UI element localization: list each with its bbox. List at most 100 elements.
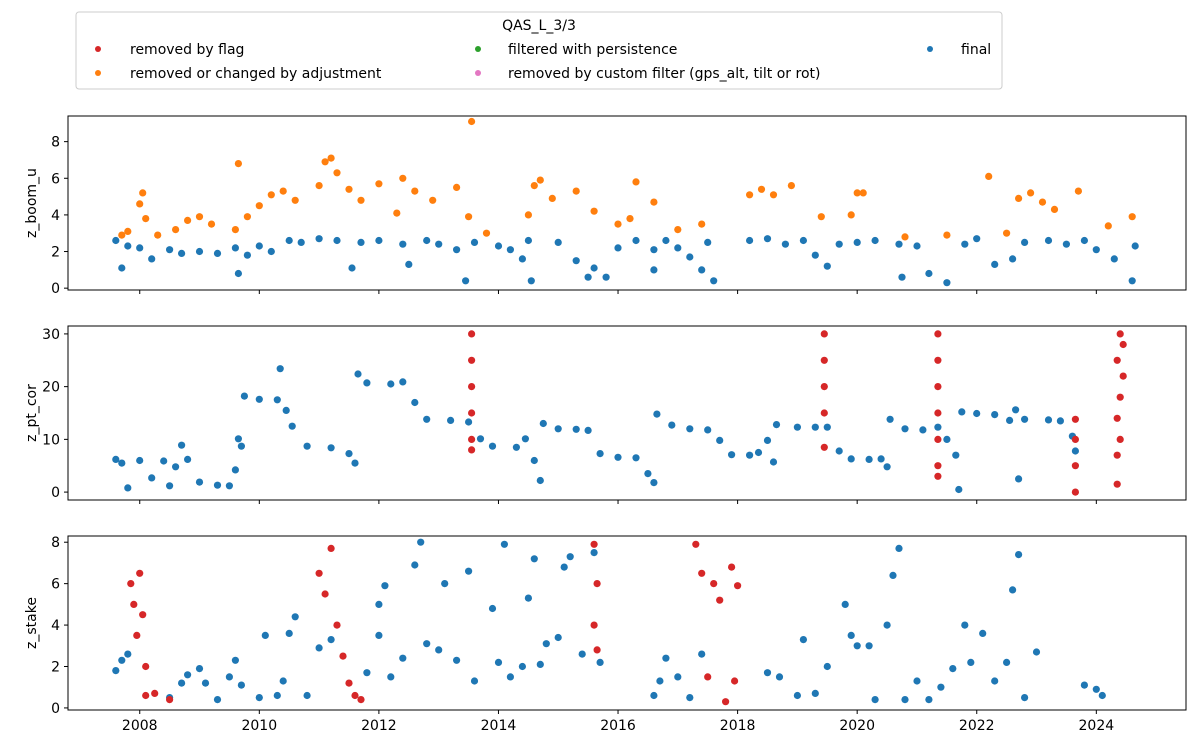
data-point <box>650 266 658 274</box>
data-point <box>1003 229 1011 237</box>
data-point <box>871 236 879 245</box>
data-point <box>184 671 192 679</box>
y-axis-label: z_boom_u <box>24 168 40 238</box>
data-point <box>255 202 263 210</box>
data-point <box>973 409 981 418</box>
data-point <box>124 242 132 250</box>
data-point <box>273 396 281 404</box>
legend-marker-removed-by-custom-filter <box>475 70 481 76</box>
data-point <box>853 642 861 650</box>
data-point <box>321 590 329 598</box>
data-point <box>453 183 461 191</box>
data-point <box>399 654 407 662</box>
data-point <box>148 474 156 482</box>
data-point <box>763 436 772 444</box>
data-point <box>698 650 706 658</box>
data-point <box>291 196 299 204</box>
data-point <box>327 444 335 452</box>
data-point <box>769 458 778 466</box>
data-point <box>811 689 819 698</box>
data-point <box>470 238 479 246</box>
data-point <box>276 365 284 373</box>
data-point <box>1021 415 1029 423</box>
data-point <box>468 330 476 338</box>
data-point <box>423 640 431 648</box>
y-tick-label: 2 <box>51 245 60 261</box>
data-point <box>172 226 180 234</box>
data-point <box>1116 393 1124 401</box>
data-point <box>901 696 909 704</box>
data-point <box>435 240 443 248</box>
y-tick-label: 4 <box>51 618 60 634</box>
data-point <box>632 454 640 462</box>
data-point <box>166 696 174 704</box>
data-point <box>925 696 933 704</box>
data-point <box>769 191 778 199</box>
data-point <box>536 476 544 485</box>
data-point <box>716 436 724 444</box>
data-point <box>949 665 957 673</box>
data-point <box>1113 356 1121 364</box>
data-point <box>255 395 263 403</box>
data-point <box>178 249 186 257</box>
data-point <box>465 213 473 221</box>
data-point <box>354 370 362 378</box>
data-point <box>886 415 894 423</box>
data-point <box>429 196 437 204</box>
legend-label-final: final <box>961 42 991 58</box>
data-point <box>536 176 544 184</box>
data-point <box>291 613 299 621</box>
data-point <box>468 409 476 417</box>
data-point <box>632 236 640 245</box>
data-point <box>1044 416 1053 424</box>
data-point <box>991 260 999 268</box>
data-point <box>1071 447 1079 455</box>
data-point <box>207 220 216 228</box>
data-point <box>1092 246 1100 254</box>
data-point <box>411 187 419 195</box>
legend-label-removed-by-flag: removed by flag <box>130 42 244 58</box>
data-point <box>686 253 694 261</box>
data-point <box>548 194 556 202</box>
data-point <box>1116 435 1124 443</box>
data-point <box>934 423 942 431</box>
data-point <box>267 247 275 256</box>
data-point <box>139 189 147 197</box>
data-point <box>632 178 640 186</box>
data-point <box>590 207 598 215</box>
data-point <box>136 569 144 577</box>
data-point <box>653 410 661 418</box>
data-point <box>399 378 407 386</box>
x-tick-label: 2008 <box>122 718 158 734</box>
data-point <box>692 540 700 548</box>
data-point <box>1092 685 1100 693</box>
series-1 <box>468 330 1127 496</box>
data-point <box>1113 451 1121 459</box>
data-point <box>919 426 927 434</box>
data-point <box>596 450 604 458</box>
data-point <box>142 691 150 700</box>
data-point <box>357 238 365 246</box>
data-point <box>913 242 921 250</box>
data-point <box>375 600 383 609</box>
data-point <box>731 677 739 685</box>
data-point <box>488 442 497 450</box>
x-tick-label: 2024 <box>1079 718 1115 734</box>
data-point <box>255 242 263 250</box>
data-point <box>853 189 861 197</box>
legend-entry: removed by flag <box>95 42 244 58</box>
data-point <box>327 544 335 553</box>
data-point <box>201 679 210 687</box>
data-point <box>1116 330 1124 338</box>
data-point <box>835 447 843 455</box>
data-point <box>674 244 682 252</box>
data-point <box>351 691 359 700</box>
data-point <box>184 455 192 463</box>
data-point <box>1009 255 1017 263</box>
data-point <box>590 540 598 548</box>
data-point <box>728 451 736 459</box>
data-point <box>847 631 855 640</box>
data-point <box>494 242 503 250</box>
data-point <box>234 435 242 443</box>
data-point <box>722 698 730 706</box>
